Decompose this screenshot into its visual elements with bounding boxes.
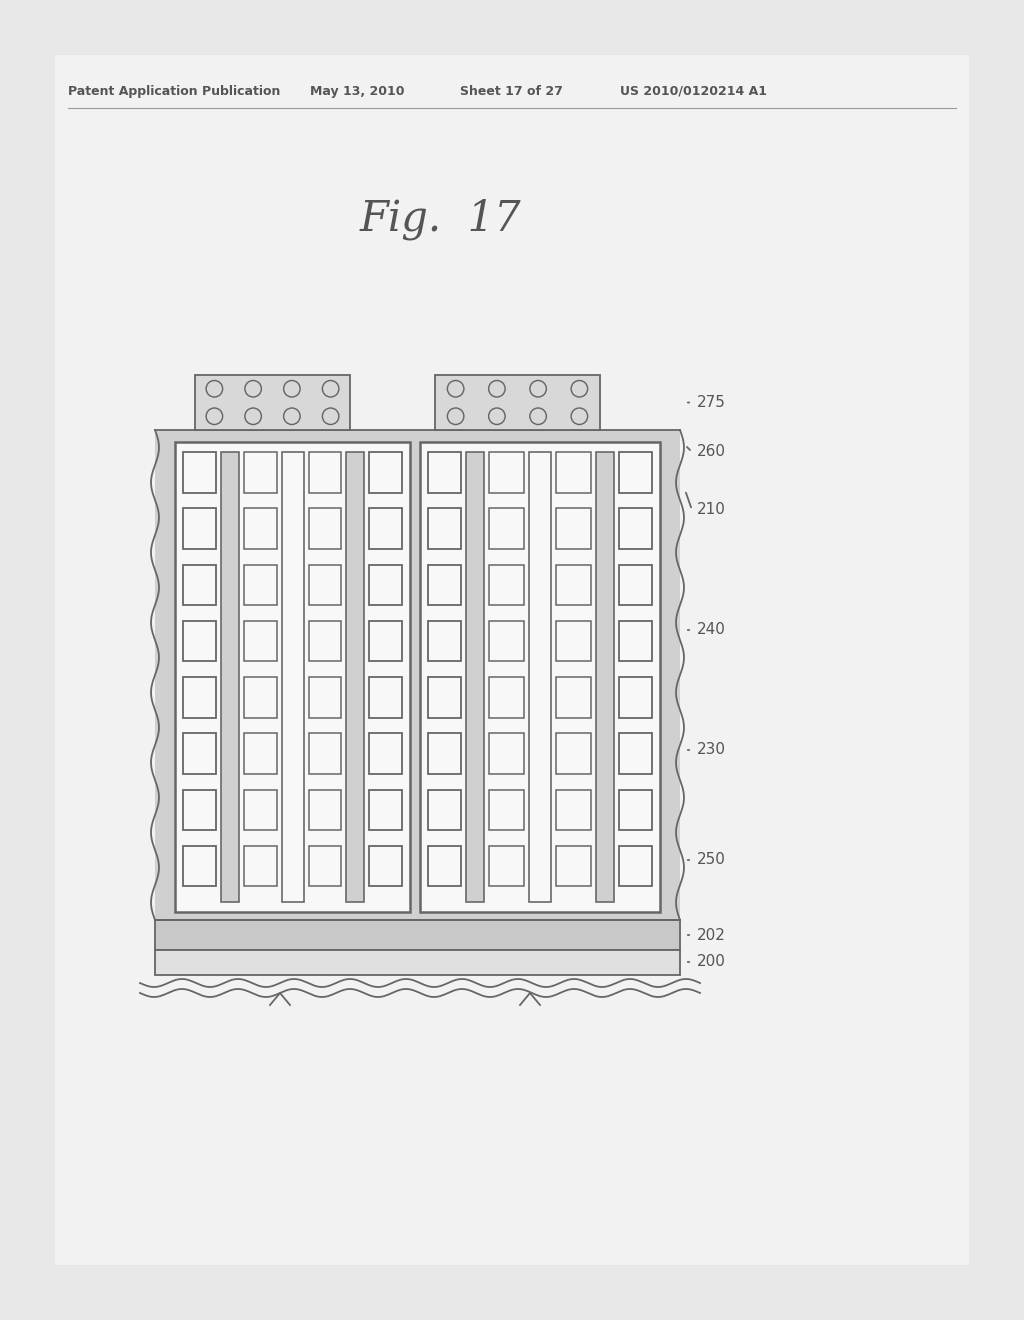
Bar: [369, 451, 402, 492]
Bar: [435, 375, 600, 430]
Text: 250: 250: [697, 853, 726, 867]
Bar: [618, 789, 652, 830]
Bar: [428, 789, 461, 830]
Bar: [369, 677, 402, 718]
Text: 202: 202: [697, 928, 726, 942]
Bar: [183, 733, 216, 774]
Bar: [195, 375, 350, 430]
Bar: [466, 451, 484, 902]
Text: US 2010/0120214 A1: US 2010/0120214 A1: [620, 84, 767, 98]
Bar: [244, 508, 276, 549]
Bar: [618, 451, 652, 492]
Bar: [183, 620, 216, 661]
Bar: [369, 508, 402, 549]
Bar: [183, 451, 216, 492]
Bar: [489, 677, 524, 718]
Bar: [369, 789, 402, 830]
Bar: [308, 565, 341, 605]
Bar: [556, 733, 591, 774]
Text: 230: 230: [697, 742, 726, 758]
Bar: [244, 846, 276, 886]
Bar: [369, 565, 402, 605]
Bar: [183, 565, 216, 605]
Bar: [489, 451, 524, 492]
Bar: [183, 846, 216, 886]
Bar: [428, 451, 461, 492]
Bar: [308, 620, 341, 661]
Bar: [244, 620, 276, 661]
Bar: [346, 451, 364, 902]
Bar: [428, 508, 461, 549]
Bar: [183, 508, 216, 549]
Bar: [556, 677, 591, 718]
Text: 260: 260: [697, 445, 726, 459]
Bar: [308, 846, 341, 886]
Text: 240: 240: [697, 623, 726, 638]
Bar: [183, 677, 216, 718]
Bar: [618, 677, 652, 718]
Bar: [308, 451, 341, 492]
Bar: [244, 733, 276, 774]
Bar: [489, 846, 524, 886]
Bar: [55, 55, 969, 1265]
Text: Patent Application Publication: Patent Application Publication: [68, 84, 281, 98]
Bar: [618, 508, 652, 549]
Bar: [618, 620, 652, 661]
Bar: [556, 508, 591, 549]
Bar: [428, 677, 461, 718]
Bar: [221, 451, 239, 902]
Bar: [428, 846, 461, 886]
Bar: [155, 920, 680, 950]
Bar: [428, 620, 461, 661]
Bar: [556, 565, 591, 605]
Bar: [489, 508, 524, 549]
Bar: [556, 620, 591, 661]
Bar: [155, 950, 680, 975]
Bar: [183, 789, 216, 830]
Bar: [556, 451, 591, 492]
Bar: [244, 789, 276, 830]
Bar: [489, 565, 524, 605]
Text: 210: 210: [697, 503, 726, 517]
Bar: [489, 733, 524, 774]
Text: 200: 200: [697, 954, 726, 969]
Bar: [596, 451, 614, 902]
Bar: [244, 565, 276, 605]
Text: May 13, 2010: May 13, 2010: [310, 84, 404, 98]
Text: 275: 275: [697, 395, 726, 411]
Bar: [618, 565, 652, 605]
Bar: [244, 677, 276, 718]
Bar: [155, 430, 680, 920]
Bar: [428, 733, 461, 774]
Bar: [244, 451, 276, 492]
Bar: [428, 565, 461, 605]
Bar: [556, 846, 591, 886]
Bar: [308, 508, 341, 549]
Bar: [369, 620, 402, 661]
Bar: [556, 789, 591, 830]
Text: Fig.  17: Fig. 17: [360, 198, 521, 239]
Bar: [618, 846, 652, 886]
Bar: [308, 733, 341, 774]
Bar: [369, 733, 402, 774]
Bar: [175, 442, 410, 912]
Text: Sheet 17 of 27: Sheet 17 of 27: [460, 84, 563, 98]
Bar: [308, 789, 341, 830]
Bar: [282, 451, 303, 902]
Bar: [420, 442, 660, 912]
Bar: [529, 451, 551, 902]
Bar: [489, 789, 524, 830]
Bar: [489, 620, 524, 661]
Bar: [618, 733, 652, 774]
Bar: [369, 846, 402, 886]
Bar: [308, 677, 341, 718]
